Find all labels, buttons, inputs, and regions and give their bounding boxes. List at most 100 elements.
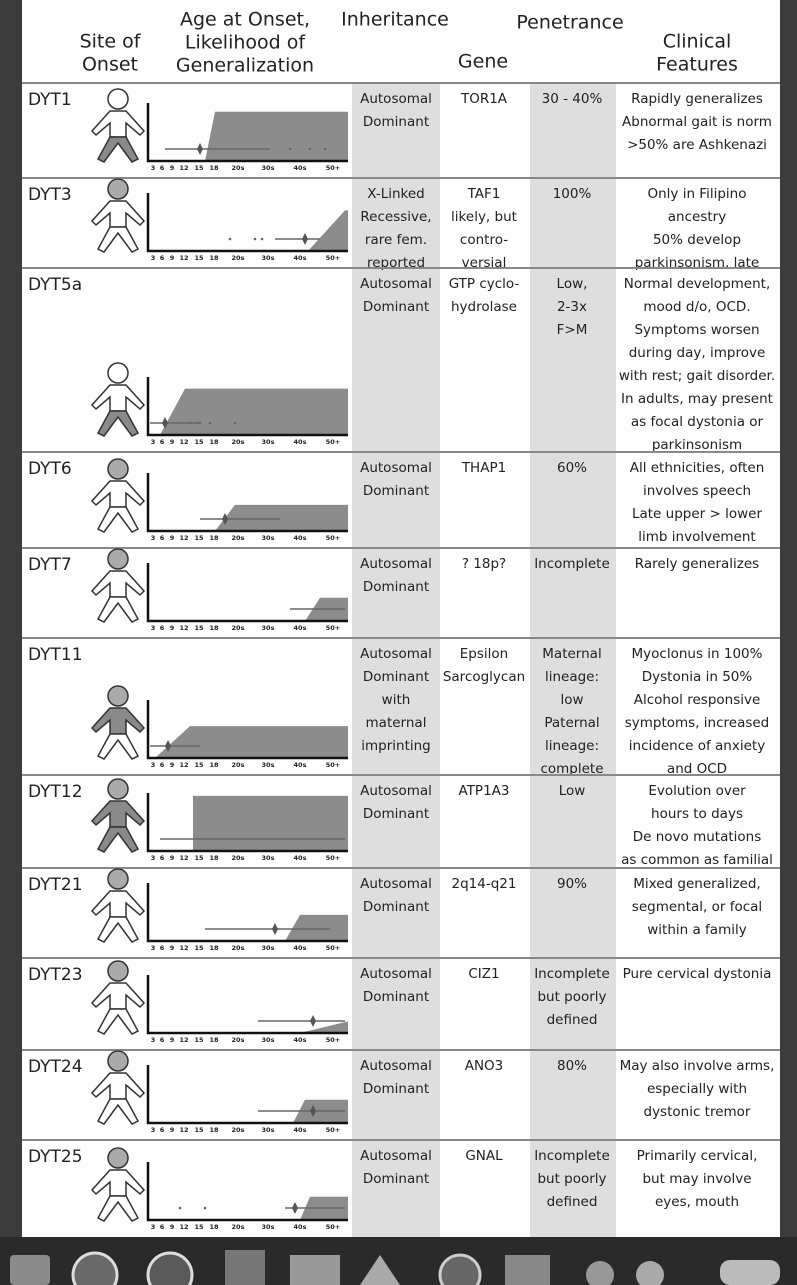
clinical-feature: limb involvement — [638, 529, 755, 545]
penetrance: 60% — [557, 460, 587, 476]
clinical-feature: Symptoms worsen — [634, 322, 759, 338]
penetrance: Incomplete — [534, 966, 610, 982]
age-axis-label: 18 — [209, 854, 219, 862]
age-axis-label: 3 — [151, 761, 156, 769]
inheritance: Dominant — [363, 989, 429, 1005]
age-axis-label: 6 — [160, 944, 165, 952]
inheritance: Autosomal — [360, 1058, 432, 1074]
age-axis-label: 18 — [209, 254, 219, 262]
penetrance: 2-3x — [557, 299, 587, 315]
age-axis-label: 20s — [232, 1126, 245, 1134]
clinical-feature: parkinsonism — [652, 437, 742, 453]
age-axis-label: 6 — [160, 1036, 165, 1044]
row-name: DYT12 — [28, 782, 83, 802]
clinical-feature: during day, improve — [629, 345, 766, 361]
age-axis-label: 20s — [232, 624, 245, 632]
age-axis-label: 12 — [179, 534, 188, 542]
age-axis-label: 15 — [194, 1223, 204, 1231]
inheritance: Dominant — [363, 579, 429, 595]
age-axis-label: 40s — [294, 1223, 307, 1231]
figure-head — [108, 1148, 128, 1168]
age-axis-label: 30s — [262, 854, 275, 862]
clinical-feature: All ethnicities, often — [630, 460, 765, 476]
clinical-feature: Alcohol responsive — [634, 692, 761, 708]
clinical-feature: within a family — [647, 922, 746, 938]
inheritance: Autosomal — [360, 556, 432, 572]
penetrance: F>M — [557, 322, 588, 338]
header-gene: Gene — [458, 51, 508, 73]
age-axis-label: 6 — [160, 761, 165, 769]
age-axis-label: 9 — [170, 1223, 175, 1231]
clinical-feature: Evolution over — [648, 783, 746, 799]
header-age: Generalization — [176, 55, 314, 77]
age-axis-label: 12 — [179, 1223, 188, 1231]
age-axis-label: 50+ — [326, 1126, 341, 1134]
age-axis-label: 30s — [262, 1223, 275, 1231]
clinical-feature: but may involve — [642, 1171, 751, 1187]
age-axis-label: 50+ — [326, 944, 341, 952]
gene: GNAL — [465, 1148, 503, 1164]
age-axis-label: 30s — [262, 624, 275, 632]
onset-area — [193, 796, 348, 851]
inheritance: Dominant — [363, 1081, 429, 1097]
gene: TOR1A — [460, 91, 508, 107]
screen: Site ofOnsetAge at Onset,Likelihood ofGe… — [0, 0, 797, 1285]
penetrance: Incomplete — [534, 1148, 610, 1164]
age-axis-label: 40s — [294, 761, 307, 769]
figure-head — [108, 779, 128, 799]
age-axis-label: 18 — [209, 164, 219, 172]
gene: 2q14-q21 — [452, 876, 517, 892]
row-name: DYT25 — [28, 1147, 83, 1167]
age-axis-label: 18 — [209, 438, 219, 446]
age-axis-label: 9 — [170, 1036, 175, 1044]
penetrance: Paternal — [544, 715, 599, 731]
row-name: DYT1 — [28, 90, 72, 110]
penetrance: defined — [547, 1194, 598, 1210]
age-axis-label: 18 — [209, 1036, 219, 1044]
inheritance: Autosomal — [360, 966, 432, 982]
age-axis-label: 40s — [294, 944, 307, 952]
gene: ? 18p? — [462, 556, 506, 572]
clinical-feature: Rapidly generalizes — [631, 91, 763, 107]
row-name: DYT7 — [28, 555, 72, 575]
age-axis-label: 9 — [170, 854, 175, 862]
age-axis-label: 15 — [194, 854, 204, 862]
age-axis-label: 12 — [179, 624, 188, 632]
penetrance: 100% — [553, 186, 592, 202]
age-axis-label: 40s — [294, 534, 307, 542]
penetrance: Maternal — [542, 646, 601, 662]
onset-dot — [234, 422, 237, 425]
figure-head — [108, 459, 128, 479]
clinical-feature: De novo mutations — [633, 829, 762, 845]
gene: GTP cyclo- — [449, 276, 520, 292]
figure-head — [108, 686, 128, 706]
dock — [0, 1237, 797, 1285]
inheritance: Dominant — [363, 806, 429, 822]
inheritance: Autosomal — [360, 460, 432, 476]
figure-head — [108, 961, 128, 981]
row-name: DYT24 — [28, 1057, 83, 1077]
clinical-feature: eyes, mouth — [655, 1194, 739, 1210]
clinical-feature: In adults, may present — [621, 391, 773, 407]
inheritance: imprinting — [361, 738, 431, 754]
clinical-feature: Late upper > lower — [632, 506, 762, 522]
age-axis-label: 50+ — [326, 534, 341, 542]
age-axis-label: 9 — [170, 534, 175, 542]
onset-area — [205, 112, 348, 161]
row-name: DYT21 — [28, 875, 83, 895]
age-axis-label: 6 — [160, 1223, 165, 1231]
age-axis-label: 3 — [151, 944, 156, 952]
clinical-feature: symptoms, increased — [625, 715, 770, 731]
age-axis-label: 50+ — [326, 438, 341, 446]
clinical-feature: Normal development, — [624, 276, 770, 292]
age-axis-label: 50+ — [326, 761, 341, 769]
age-axis-label: 12 — [179, 1126, 188, 1134]
age-axis-label: 6 — [160, 164, 165, 172]
age-axis-label: 9 — [170, 761, 175, 769]
figure-head — [108, 1051, 128, 1071]
age-axis-label: 18 — [209, 534, 219, 542]
onset-area — [215, 505, 348, 531]
penetrance: lineage: — [545, 738, 599, 754]
age-axis-label: 15 — [194, 1126, 204, 1134]
age-axis-label: 12 — [179, 944, 188, 952]
